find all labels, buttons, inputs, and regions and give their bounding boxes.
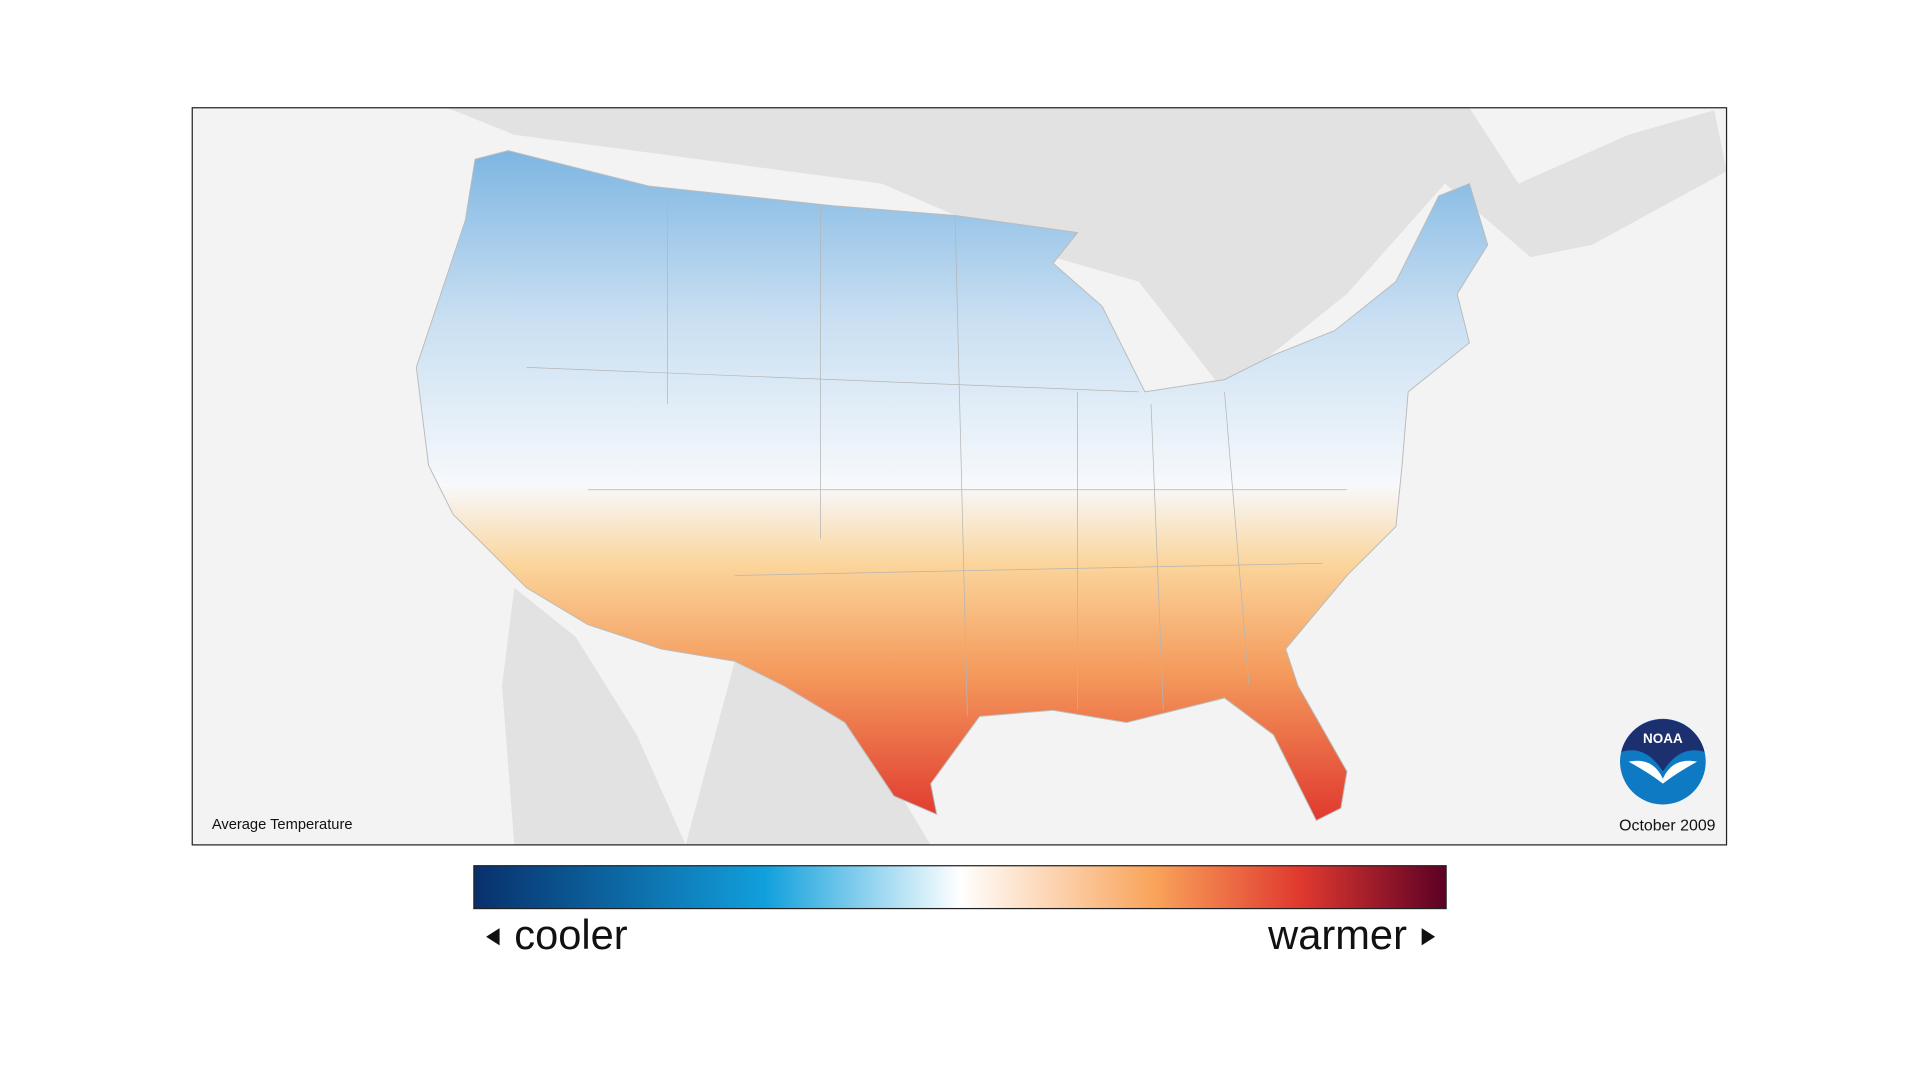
map-frame	[191, 107, 1728, 846]
map-layer: Average Temperature October 2009 NOAA co…	[191, 107, 1728, 958]
map-title: Average Temperature	[212, 817, 353, 833]
land-background	[446, 107, 1727, 845]
logo-text: NOAA	[1643, 731, 1683, 746]
legend-high: warmer	[1267, 911, 1407, 958]
legend-low: cooler	[514, 911, 628, 958]
map-date: October 2009	[1619, 818, 1716, 835]
state-borders	[526, 195, 1347, 717]
us-temperature	[415, 150, 1489, 822]
noaa-logo: NOAA	[1620, 718, 1706, 805]
color-bar	[473, 865, 1447, 910]
cooler-arrow	[486, 928, 500, 946]
warmer-arrow	[1421, 928, 1436, 946]
